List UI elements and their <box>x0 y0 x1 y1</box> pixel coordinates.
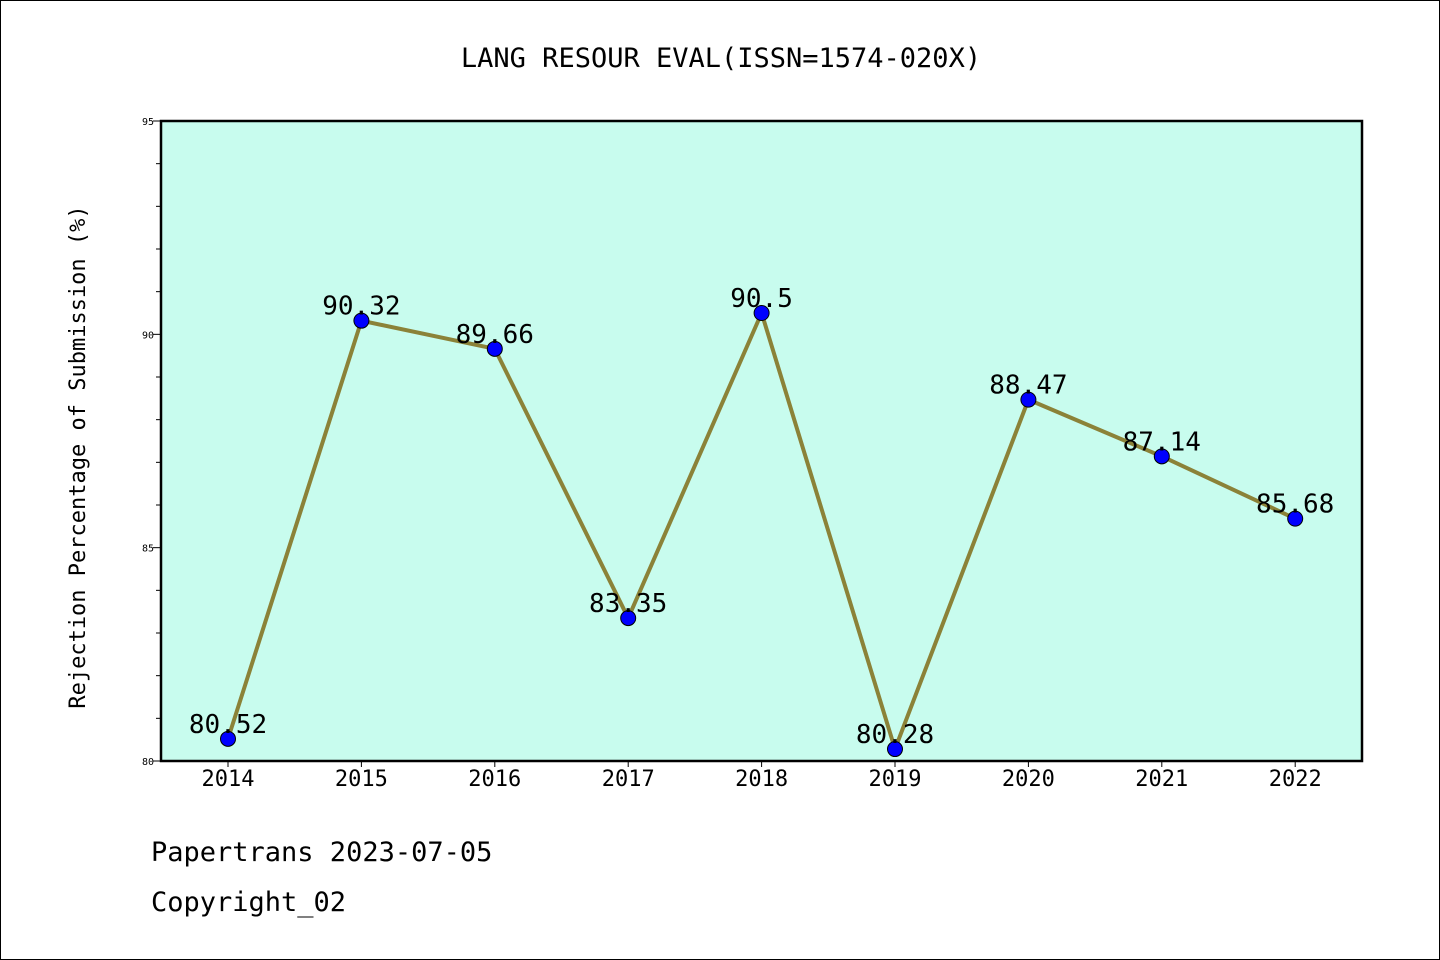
data-label: 90.32 <box>322 292 400 322</box>
data-point <box>1153 448 1170 465</box>
data-label: 80.52 <box>189 710 267 740</box>
x-tick-label: 2015 <box>335 767 388 792</box>
data-label: 88.47 <box>989 371 1067 401</box>
x-tick-label: 2014 <box>202 767 255 792</box>
data-label: 80.28 <box>856 720 934 750</box>
data-point <box>753 305 770 321</box>
data-label: 87.14 <box>1123 427 1201 457</box>
x-tick-label: 2021 <box>1135 767 1188 792</box>
data-point <box>353 312 370 329</box>
data-point <box>1287 510 1304 527</box>
y-axis-label: Rejection Percentage of Submission (%) <box>66 205 91 708</box>
footer-copyright-text: Copyright_02 <box>151 887 347 918</box>
x-tick-label: 2019 <box>869 767 922 792</box>
data-point <box>220 730 236 747</box>
y-tick-label: 90 <box>142 330 154 341</box>
data-label: 90.5 <box>730 284 793 314</box>
x-tick-label: 2022 <box>1269 767 1322 792</box>
y-tick-label: 85 <box>142 544 154 555</box>
x-tick-label: 2017 <box>602 767 655 792</box>
data-label: 85.68 <box>1256 490 1334 520</box>
data-point <box>486 340 503 357</box>
series-layer <box>220 305 1304 758</box>
x-tick-label: 2018 <box>735 767 788 792</box>
plot-area <box>159 119 1364 763</box>
chart-title: LANG RESOUR EVAL(ISSN=1574-020X) <box>461 43 981 74</box>
x-tick-label: 2016 <box>468 767 521 792</box>
data-label: 89.66 <box>456 320 534 350</box>
footer-date-text: Papertrans 2023-07-05 <box>151 837 493 868</box>
data-point <box>887 741 903 758</box>
y-tick-label: 80 <box>142 757 154 768</box>
data-point <box>1020 391 1037 408</box>
x-tick-label: 2020 <box>1002 767 1055 792</box>
x-axis-ticks: 2014 2015 2016 2017 2018 2019 2020 2021 2022 <box>202 761 1322 792</box>
data-label: 83.35 <box>589 589 667 619</box>
data-point <box>620 610 637 627</box>
y-tick-label: 95 <box>142 117 154 128</box>
y-axis-ticks: 80 85 90 95 <box>142 117 161 768</box>
data-labels: 80.52 90.32 89.66 83.35 90.5 80.28 88.47 87.14 8… <box>189 284 1334 750</box>
